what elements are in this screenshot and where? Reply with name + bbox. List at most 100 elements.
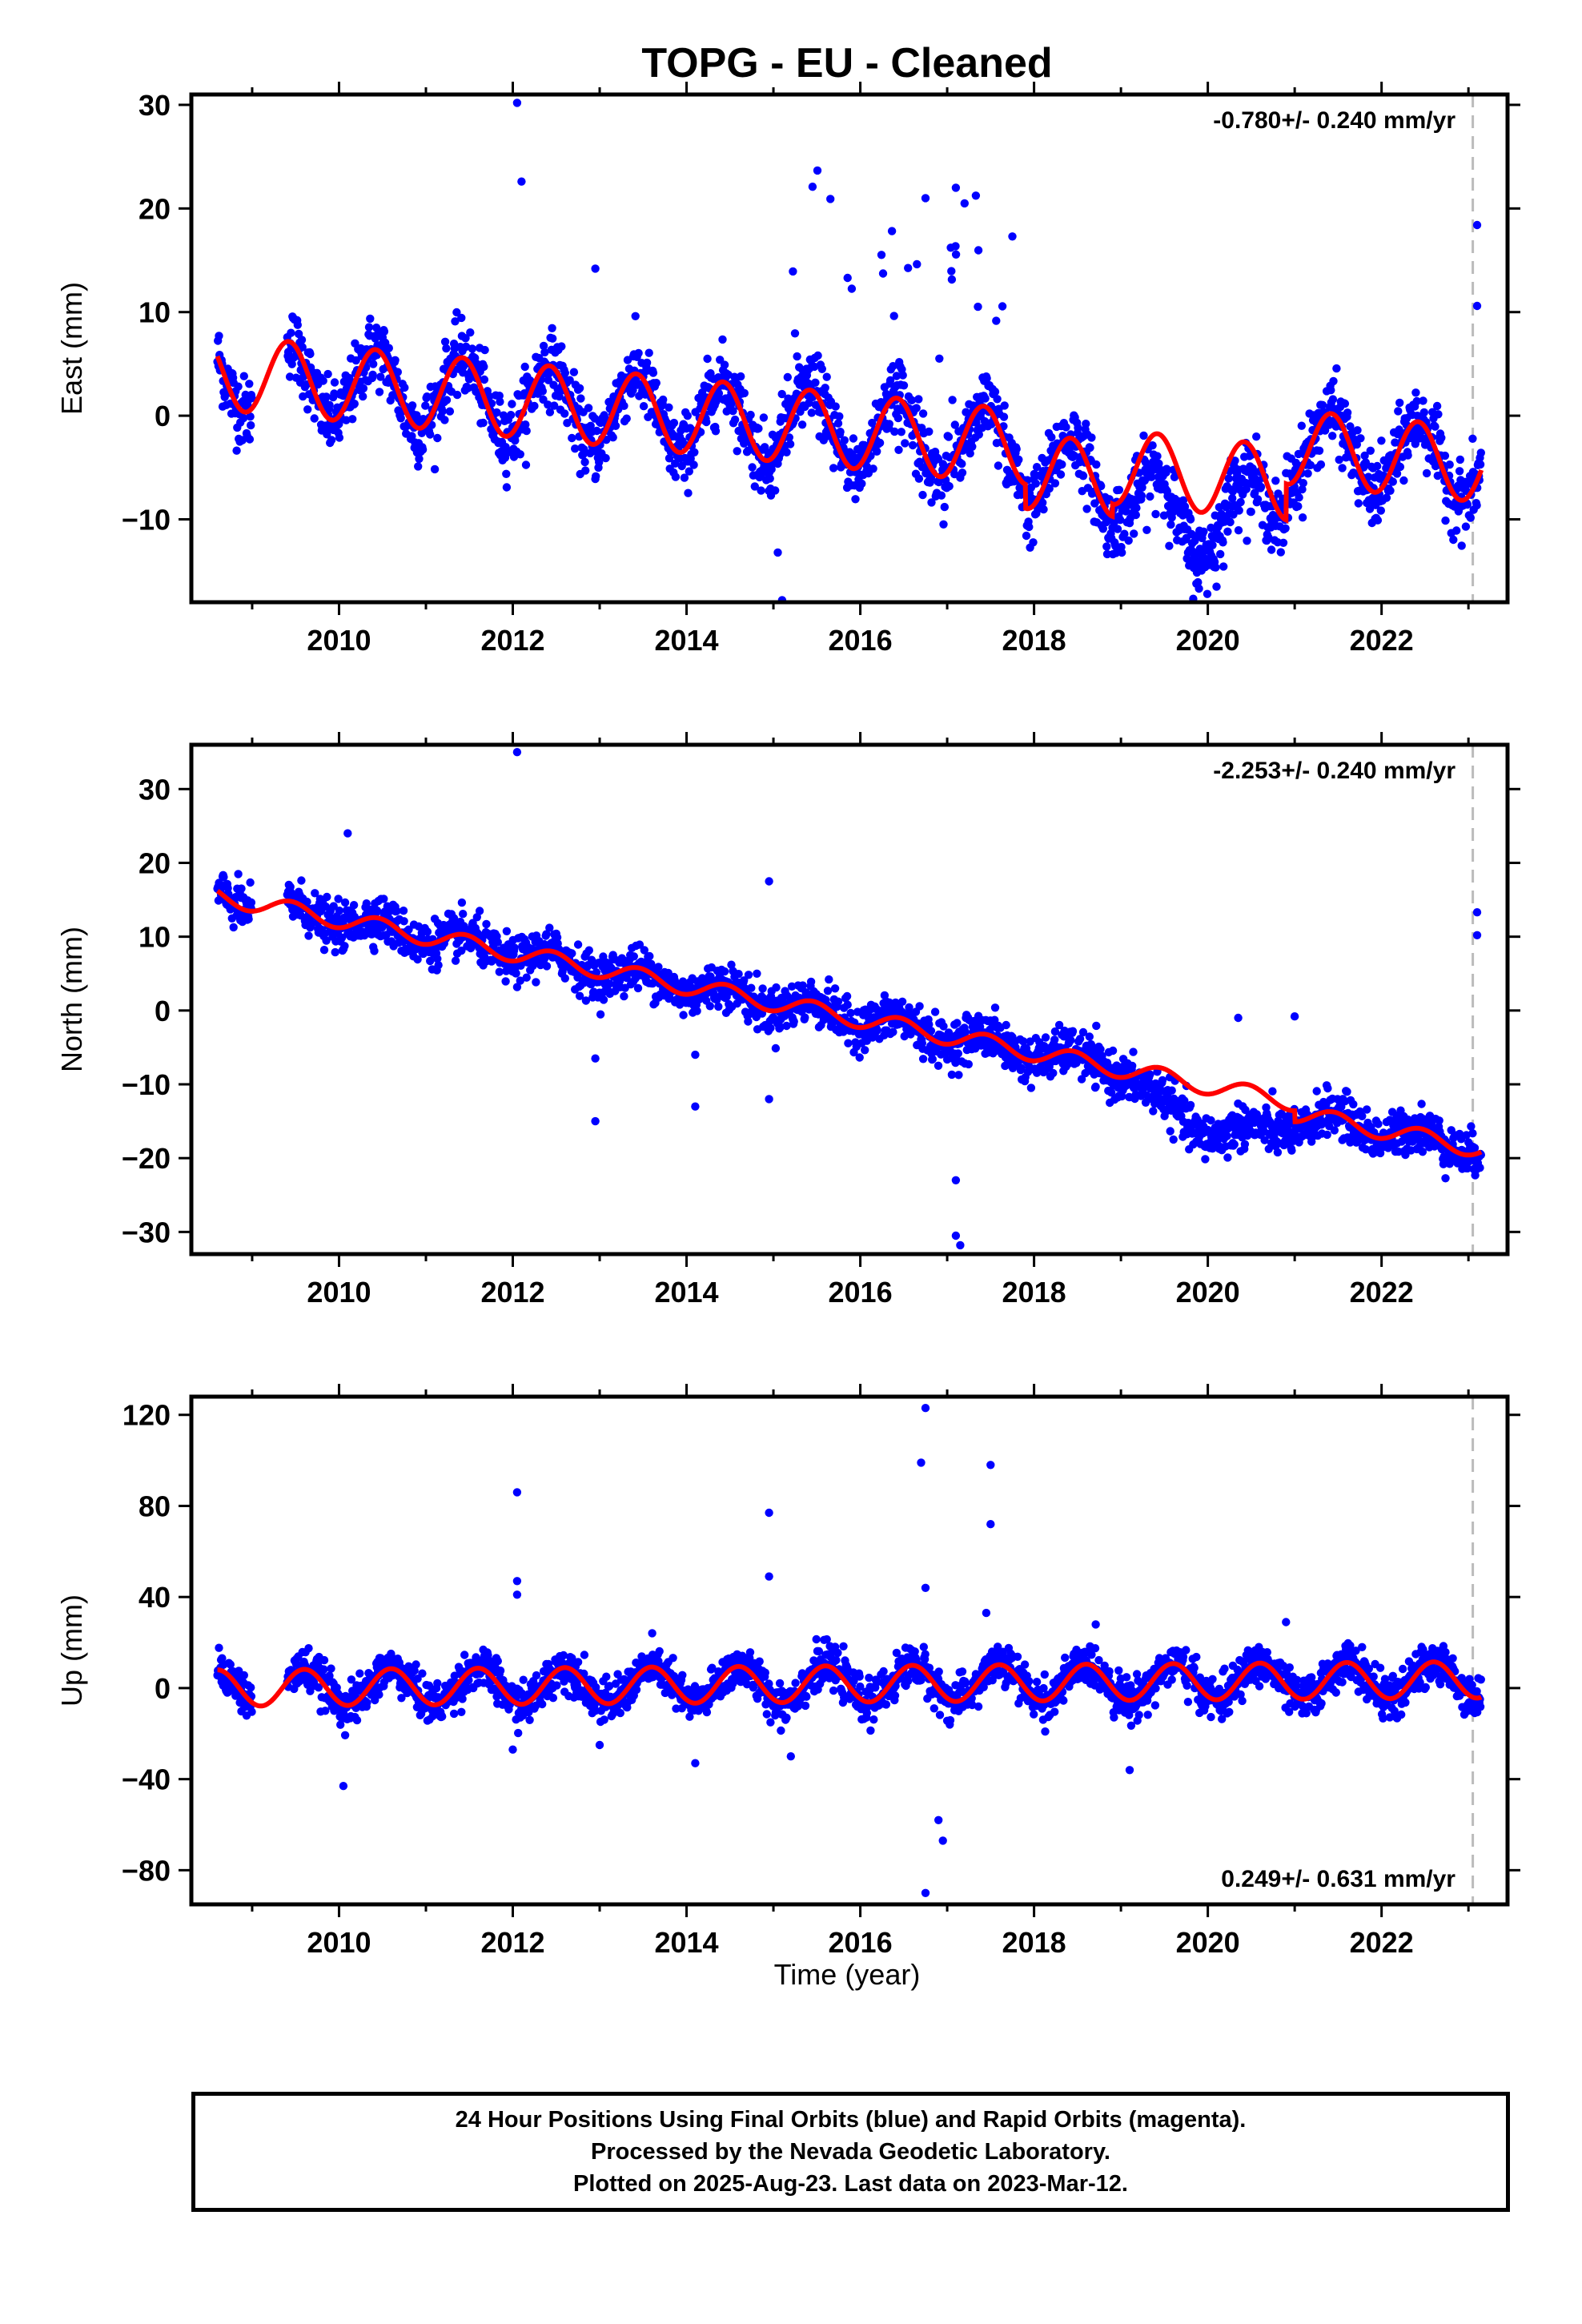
rate-annotation-north: -2.253+/- 0.240 mm/yr bbox=[1213, 758, 1456, 784]
data-point bbox=[944, 432, 954, 441]
data-point bbox=[1195, 584, 1203, 593]
data-point bbox=[729, 407, 737, 416]
data-point bbox=[1207, 1116, 1215, 1125]
data-point bbox=[899, 381, 909, 390]
data-point bbox=[720, 360, 729, 369]
data-point bbox=[1252, 432, 1261, 441]
outlier-point bbox=[1234, 1013, 1243, 1023]
data-point bbox=[898, 371, 907, 380]
outlier-point bbox=[1472, 908, 1482, 917]
data-point bbox=[744, 971, 753, 979]
data-point bbox=[1022, 531, 1031, 541]
data-point bbox=[1377, 436, 1386, 445]
data-point bbox=[1108, 1046, 1118, 1055]
data-point bbox=[1315, 446, 1324, 455]
data-point bbox=[823, 987, 833, 995]
data-point bbox=[807, 408, 816, 417]
data-point bbox=[1441, 516, 1450, 525]
data-point bbox=[423, 927, 432, 936]
data-point bbox=[1343, 408, 1352, 417]
y-axis-label-east: East (mm) bbox=[55, 282, 88, 415]
data-point bbox=[974, 302, 982, 312]
data-point bbox=[813, 351, 822, 360]
data-point bbox=[740, 388, 749, 398]
data-point bbox=[479, 418, 488, 428]
data-point bbox=[1353, 426, 1362, 435]
data-point bbox=[1201, 1155, 1210, 1164]
data-point bbox=[495, 392, 504, 400]
y-tick-label: 10 bbox=[139, 921, 171, 954]
data-point bbox=[542, 962, 552, 971]
data-point bbox=[545, 408, 555, 416]
data-point bbox=[1373, 516, 1383, 525]
outlier-point bbox=[765, 1095, 773, 1104]
data-point bbox=[964, 1059, 974, 1069]
data-point bbox=[440, 337, 450, 346]
data-point bbox=[766, 1023, 775, 1033]
data-point bbox=[442, 396, 452, 404]
data-point bbox=[239, 413, 248, 423]
data-point bbox=[596, 1010, 605, 1019]
data-point bbox=[1087, 433, 1096, 442]
data-point bbox=[840, 436, 849, 444]
data-point bbox=[1012, 444, 1021, 453]
data-point bbox=[817, 364, 826, 373]
data-point bbox=[944, 1028, 954, 1037]
data-point bbox=[1395, 462, 1405, 472]
data-point bbox=[557, 342, 566, 351]
data-point bbox=[393, 368, 402, 376]
data-point bbox=[592, 426, 601, 436]
data-point bbox=[244, 915, 253, 923]
data-point bbox=[1068, 1027, 1078, 1035]
data-point bbox=[913, 259, 921, 269]
data-point bbox=[1199, 527, 1208, 536]
data-point bbox=[878, 269, 888, 278]
y-tick-label: 20 bbox=[139, 192, 171, 225]
data-point bbox=[1186, 1100, 1195, 1110]
data-point bbox=[538, 387, 547, 396]
data-point bbox=[958, 460, 966, 468]
data-point bbox=[1466, 513, 1476, 522]
data-point bbox=[1223, 1153, 1232, 1162]
data-point bbox=[234, 382, 243, 391]
data-point bbox=[999, 412, 1009, 421]
data-point bbox=[452, 390, 462, 400]
data-point bbox=[968, 442, 977, 451]
data-point bbox=[1316, 460, 1326, 469]
data-point bbox=[1113, 525, 1122, 533]
data-point bbox=[842, 991, 852, 1001]
data-point bbox=[914, 395, 923, 404]
data-point bbox=[877, 251, 886, 259]
data-point bbox=[246, 878, 255, 887]
data-point bbox=[733, 447, 741, 456]
data-point bbox=[568, 949, 576, 958]
rate-annotation-east: -0.780+/- 0.240 mm/yr bbox=[1213, 107, 1456, 134]
x-tick-label: 2014 bbox=[654, 624, 718, 657]
data-point bbox=[293, 320, 302, 329]
data-point bbox=[247, 898, 256, 907]
data-point bbox=[1440, 451, 1450, 460]
data-point bbox=[335, 907, 344, 915]
data-point bbox=[1137, 491, 1146, 501]
data-point bbox=[843, 1000, 852, 1009]
data-point bbox=[571, 444, 580, 453]
data-point bbox=[325, 400, 334, 409]
data-point bbox=[918, 409, 928, 418]
data-point bbox=[1431, 422, 1439, 431]
data-point bbox=[522, 426, 531, 436]
data-point bbox=[789, 267, 797, 276]
data-point bbox=[797, 420, 807, 429]
data-point bbox=[1253, 495, 1263, 504]
data-point bbox=[565, 376, 574, 384]
outlier-point bbox=[1212, 582, 1221, 591]
data-point bbox=[825, 975, 833, 984]
data-point bbox=[1303, 469, 1312, 478]
data-point bbox=[576, 394, 585, 403]
data-point bbox=[1399, 476, 1408, 485]
data-point bbox=[1166, 520, 1175, 529]
data-point bbox=[466, 328, 475, 337]
data-point bbox=[512, 969, 520, 978]
data-point bbox=[322, 392, 331, 401]
data-point bbox=[1149, 1107, 1158, 1116]
data-point bbox=[327, 436, 336, 444]
